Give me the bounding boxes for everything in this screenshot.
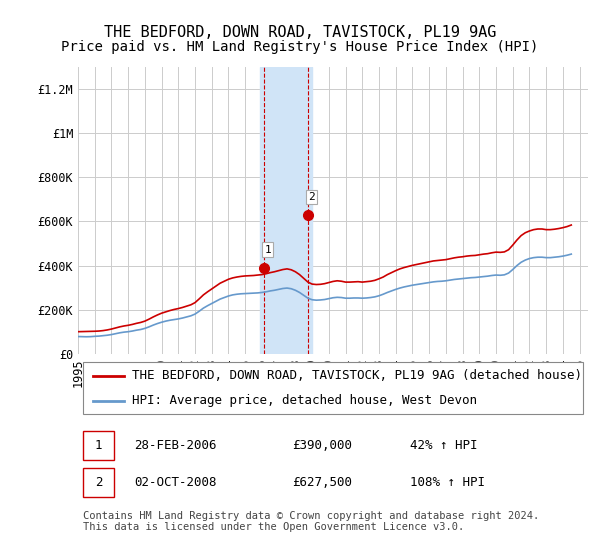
Text: HPI: Average price, detached house, West Devon: HPI: Average price, detached house, West…: [131, 394, 476, 407]
Text: 1: 1: [95, 438, 102, 451]
Text: 108% ↑ HPI: 108% ↑ HPI: [409, 477, 485, 489]
Bar: [260, 67, 312, 354]
Text: Price paid vs. HM Land Registry's House Price Index (HPI): Price paid vs. HM Land Registry's House …: [61, 40, 539, 54]
FancyBboxPatch shape: [83, 431, 114, 460]
FancyBboxPatch shape: [83, 362, 583, 414]
Text: £627,500: £627,500: [292, 477, 352, 489]
Text: 1: 1: [265, 245, 271, 255]
Text: 2: 2: [95, 477, 102, 489]
Text: THE BEDFORD, DOWN ROAD, TAVISTOCK, PL19 9AG: THE BEDFORD, DOWN ROAD, TAVISTOCK, PL19 …: [104, 25, 496, 40]
Text: Contains HM Land Registry data © Crown copyright and database right 2024.
This d: Contains HM Land Registry data © Crown c…: [83, 511, 539, 533]
Text: 42% ↑ HPI: 42% ↑ HPI: [409, 438, 477, 451]
Text: 02-OCT-2008: 02-OCT-2008: [134, 477, 217, 489]
Text: 2: 2: [308, 192, 314, 202]
FancyBboxPatch shape: [83, 468, 114, 497]
Text: THE BEDFORD, DOWN ROAD, TAVISTOCK, PL19 9AG (detached house): THE BEDFORD, DOWN ROAD, TAVISTOCK, PL19 …: [131, 369, 581, 382]
Text: 28-FEB-2006: 28-FEB-2006: [134, 438, 217, 451]
Text: £390,000: £390,000: [292, 438, 352, 451]
